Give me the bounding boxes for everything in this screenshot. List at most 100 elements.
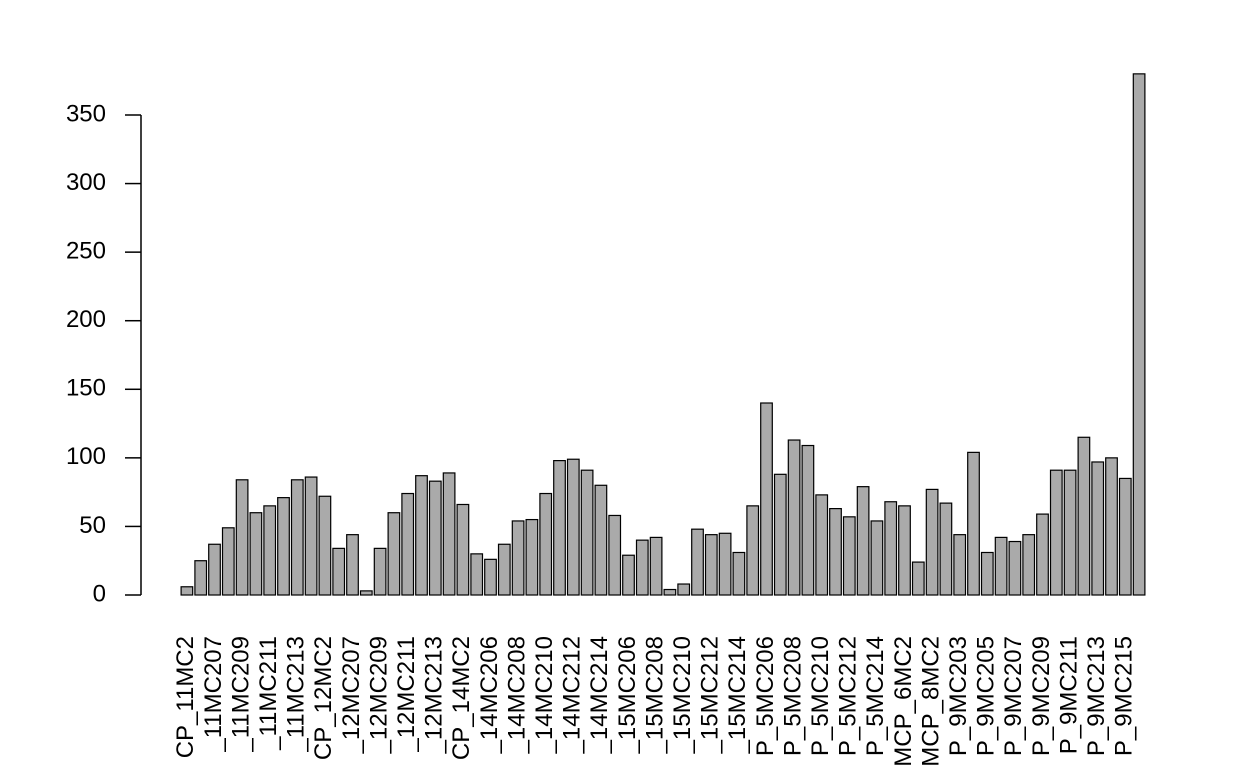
bar: [925, 488, 939, 596]
bar: [456, 503, 470, 596]
x-tick-label: CP_11MC2: [172, 636, 199, 758]
bar: [884, 501, 898, 596]
x-tick-label: _14MC214: [586, 636, 613, 754]
bar: [318, 495, 332, 596]
bar: [939, 502, 953, 596]
bar: [1132, 73, 1146, 596]
bar: [497, 543, 511, 596]
bar: [1118, 477, 1132, 596]
y-tick-label: 0: [93, 580, 106, 607]
bar: [387, 512, 401, 596]
bar: [290, 479, 304, 596]
y-tick-label: 150: [66, 375, 106, 402]
x-tick-label: P_5MC206: [752, 636, 779, 756]
bar: [553, 460, 566, 596]
bar: [1091, 461, 1105, 596]
bar: [691, 528, 704, 596]
bar: [815, 494, 829, 596]
x-tick-label: _12MC209: [365, 636, 392, 754]
bar: [332, 547, 346, 596]
x-tick-label: CP_14MC2: [448, 636, 475, 760]
x-tick-label: _11MC207: [200, 636, 227, 753]
bar: [677, 583, 691, 596]
bar: [704, 534, 718, 596]
bar: [194, 560, 208, 596]
x-tick-label: _15MC214: [724, 636, 751, 754]
bar: [1036, 513, 1049, 596]
bar: [442, 472, 456, 596]
bar: [180, 586, 194, 596]
bar: [1008, 540, 1022, 596]
x-tick-label: P_5MC214: [862, 636, 889, 756]
x-tick-label: _12MC211: [393, 636, 420, 753]
bar: [208, 543, 221, 596]
bar: [773, 473, 787, 596]
bar: [801, 444, 815, 596]
y-tick-label: 200: [66, 306, 106, 333]
bar: [829, 508, 842, 596]
bar: [911, 561, 925, 596]
x-tick-label: P_5MC212: [835, 636, 862, 756]
bar: [484, 558, 497, 596]
x-tick-label: _15MC208: [641, 636, 668, 754]
bar: [746, 505, 760, 596]
bar: [608, 514, 622, 596]
y-tick-label: 100: [66, 443, 106, 470]
bar: [580, 469, 594, 596]
bar: [525, 518, 539, 596]
bar: [663, 588, 677, 596]
bar: [249, 512, 263, 596]
x-tick-label: _15MC210: [669, 636, 696, 754]
bar: [635, 539, 649, 596]
bar: [842, 516, 856, 596]
x-tick-label: _15MC212: [697, 636, 724, 754]
bar: [980, 551, 994, 596]
bar: [235, 479, 249, 596]
y-tick-label: 250: [66, 237, 106, 264]
x-tick-label: _14MC212: [559, 636, 586, 754]
bar: [870, 520, 884, 596]
bar: [304, 476, 318, 596]
bar: [359, 590, 373, 596]
x-tick-label: P_9MC213: [1083, 636, 1110, 756]
x-tick-label: MCP_6MC2: [890, 636, 917, 767]
bar: [967, 451, 980, 596]
bar: [856, 486, 870, 596]
bar: [994, 536, 1008, 596]
bar: [566, 458, 580, 596]
x-tick-label: P_9MC215: [1111, 636, 1138, 756]
bar: [787, 439, 801, 596]
bar: [1049, 469, 1063, 596]
y-tick-label: 50: [79, 512, 106, 539]
x-tick-label: _11MC209: [227, 636, 254, 753]
bar: [511, 520, 525, 596]
x-tick-label: MCP_8MC2: [917, 636, 944, 767]
y-tick-label: 350: [66, 100, 106, 127]
bar: [760, 402, 773, 596]
bar: [1077, 436, 1091, 596]
x-tick-label: P_5MC208: [779, 636, 806, 756]
x-tick-label: _14MC210: [531, 636, 558, 754]
bar: [539, 492, 553, 596]
bar: [346, 534, 359, 596]
x-tick-label: CP_12MC2: [310, 636, 337, 760]
x-tick-label: _15MC206: [614, 636, 641, 754]
x-tick-label: _14MC206: [476, 636, 503, 754]
bar: [953, 534, 967, 596]
x-tick-label: P_5MC210: [807, 636, 834, 756]
x-tick-label: P_9MC205: [973, 636, 1000, 756]
bar: [1063, 469, 1077, 596]
x-tick-label: _11MC213: [283, 636, 310, 753]
x-tick-label: P_9MC207: [1000, 636, 1027, 756]
x-tick-label: P_9MC209: [1028, 636, 1055, 756]
bar: [470, 553, 484, 596]
bar: [649, 536, 663, 596]
x-tick-label: P_9MC211: [1055, 636, 1082, 754]
x-tick-label: _14MC208: [503, 636, 530, 754]
x-tick-label: _12MC213: [421, 636, 448, 754]
bar: [428, 480, 442, 596]
bar: [732, 551, 746, 596]
bar: [221, 527, 235, 596]
x-tick-label: _11MC211: [255, 636, 282, 751]
